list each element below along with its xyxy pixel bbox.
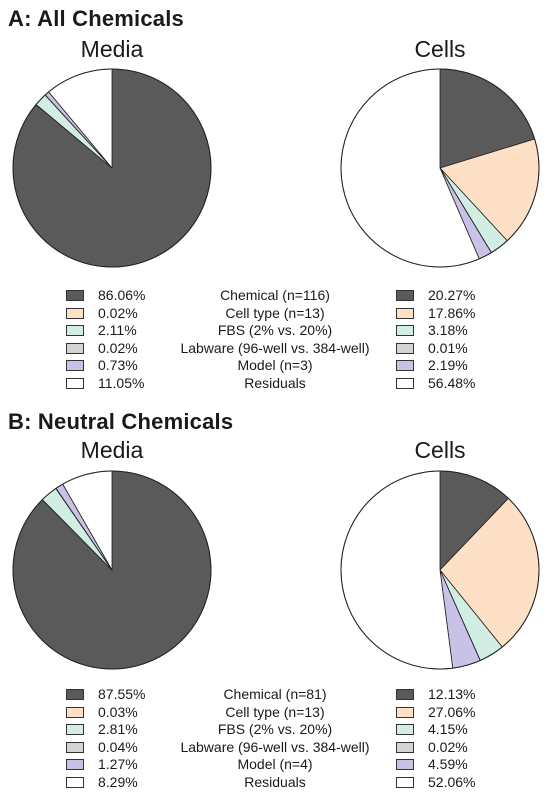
legend-row-cell-type: 0.03% Cell type (n=13) 27.06% — [0, 703, 550, 721]
legend-row-fbs: 2.81% FBS (2% vs. 20%) 4.15% — [0, 720, 550, 738]
legend-row-chemical: 86.06% Chemical (n=116) 20.27% — [0, 286, 550, 304]
media-pie-title: Media — [80, 437, 144, 463]
legend-row-residuals: 8.29% Residuals 52.06% — [0, 773, 550, 791]
factor-label: Labware (96-well vs. 384-well) — [180, 339, 370, 356]
cells-percent-label: 0.02% — [428, 738, 468, 755]
cells-percent-label: 17.86% — [428, 304, 476, 321]
media-pie-chart — [12, 68, 212, 268]
media-percent-label: 87.55% — [98, 686, 146, 702]
legend-row-labware: 0.04% Labware (96-well vs. 384-well) 0.02% — [0, 738, 550, 756]
panel-title: A: All Chemicals — [8, 6, 184, 31]
media-percent-label: 11.05% — [98, 375, 145, 391]
legend-swatch-cells — [396, 290, 414, 301]
cells-percent-label: 0.01% — [428, 339, 468, 356]
legend-swatch-media — [66, 759, 84, 771]
legend-swatch-media — [66, 360, 84, 372]
media-percent-label: 1.27% — [98, 756, 138, 773]
legend-swatch-media — [66, 307, 84, 319]
media-percent-label: 2.81% — [98, 721, 138, 738]
legend-swatch-cells — [396, 777, 414, 788]
legend-swatch-media — [66, 290, 84, 301]
cells-percent-label: 52.06% — [428, 774, 476, 790]
cells-percent-label: 4.59% — [428, 756, 468, 773]
panel-neutral-chemicals: B: Neutral Chemicals Media Cells 87.55% C… — [0, 403, 550, 806]
cells-percent-label: 2.19% — [428, 357, 468, 374]
legend-swatch-media — [66, 777, 84, 788]
legend-row-fbs: 2.11% FBS (2% vs. 20%) 3.18% — [0, 321, 550, 339]
factor-label: Model (n=4) — [237, 756, 313, 773]
legend-swatch-cells — [396, 706, 414, 718]
cells-percent-label: 12.13% — [428, 686, 476, 702]
legend-swatch-cells — [396, 325, 414, 337]
cells-percent-label: 56.48% — [428, 375, 476, 391]
cells-percent-label: 3.18% — [428, 322, 468, 339]
legend-swatch-media — [66, 706, 84, 718]
cells-percent-label: 27.06% — [428, 703, 476, 720]
legend-swatch-media — [66, 378, 84, 389]
cells-pie-chart — [340, 68, 540, 268]
factor-label: FBS (2% vs. 20%) — [217, 322, 333, 339]
legend-swatch-cells — [396, 741, 414, 753]
panel-all-chemicals: A: All Chemicals Media Cells 86.06% Chemi… — [0, 6, 550, 392]
pie-outline — [12, 470, 212, 670]
legend-swatch-media — [66, 325, 84, 337]
media-pie-chart — [12, 470, 212, 670]
factor-label: Model (n=3) — [237, 357, 313, 374]
legend-swatch-cells — [396, 759, 414, 771]
legend-row-labware: 0.02% Labware (96-well vs. 384-well) 0.01% — [0, 339, 550, 357]
factor-label: Chemical (n=116) — [220, 287, 330, 303]
panel-title: B: Neutral Chemicals — [8, 409, 234, 434]
legend-swatch-cells — [396, 378, 414, 389]
factor-label: Residuals — [244, 774, 306, 790]
media-percent-label: 8.29% — [98, 774, 138, 790]
cells-pie-chart — [340, 470, 540, 670]
media-pie-title: Media — [80, 36, 144, 62]
legend-row-residuals: 11.05% Residuals 56.48% — [0, 374, 550, 392]
cells-percent-label: 4.15% — [428, 721, 468, 738]
legend-swatch-cells — [396, 342, 414, 354]
legend-row-cell-type: 0.02% Cell type (n=13) 17.86% — [0, 304, 550, 322]
legend-row-chemical: 87.55% Chemical (n=81) 12.13% — [0, 685, 550, 703]
legend-row-model: 0.73% Model (n=3) 2.19% — [0, 356, 550, 374]
cells-pie-title: Cells — [414, 36, 466, 62]
legend-swatch-cells — [396, 307, 414, 319]
factor-label: Cell type (n=13) — [225, 304, 325, 321]
pie-slice-residuals — [340, 470, 454, 670]
factor-label: FBS (2% vs. 20%) — [217, 721, 333, 738]
cells-percent-label: 20.27% — [428, 287, 476, 303]
media-percent-label: 0.02% — [98, 304, 138, 321]
legend-swatch-media — [66, 724, 84, 736]
legend-swatch-cells — [396, 724, 414, 736]
media-percent-label: 86.06% — [98, 287, 146, 303]
legend-swatch-cells — [396, 689, 414, 700]
pie-outline — [340, 470, 540, 670]
pie-outline — [340, 68, 540, 268]
media-percent-label: 0.04% — [98, 738, 138, 755]
media-percent-label: 0.02% — [98, 339, 138, 356]
media-percent-label: 2.11% — [98, 322, 137, 339]
pie-outline — [12, 68, 212, 268]
factor-label: Cell type (n=13) — [225, 703, 325, 720]
legend-swatch-media — [66, 689, 84, 700]
media-percent-label: 0.03% — [98, 703, 138, 720]
legend-row-model: 1.27% Model (n=4) 4.59% — [0, 755, 550, 773]
factor-label: Labware (96-well vs. 384-well) — [180, 738, 370, 755]
media-percent-label: 0.73% — [98, 357, 138, 374]
legend-swatch-media — [66, 741, 84, 753]
factor-label: Residuals — [244, 375, 306, 391]
legend-swatch-media — [66, 342, 84, 354]
legend-swatch-cells — [396, 360, 414, 372]
cells-pie-title: Cells — [414, 437, 466, 463]
factor-label: Chemical (n=81) — [223, 686, 327, 702]
